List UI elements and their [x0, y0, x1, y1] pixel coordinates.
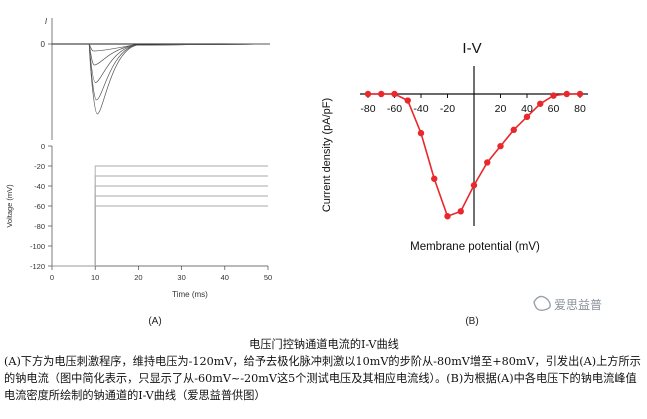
current-trace — [88, 43, 271, 115]
voltage-y-tick-label: -80 — [34, 222, 45, 231]
current-y-tick-label: 0 — [41, 40, 46, 49]
iv-x-tick-label: 40 — [521, 103, 533, 115]
current-ylabel: I — [45, 17, 48, 26]
voltage-protocol-plot: 0 -20 -40 -60 -80 -100 -120 0 10 20 30 40 50 Voltage… — [5, 142, 272, 299]
iv-x-tick-label: -80 — [360, 103, 375, 115]
iv-x-tick-label: 60 — [548, 103, 560, 115]
voltage-y-tick-label: -100 — [30, 242, 45, 251]
figure-caption: 电压门控钠通道电流的I-V曲线 (A)下方为电压刺激程序，维持电压为-120mV… — [4, 336, 644, 404]
iv-data-point — [510, 126, 517, 134]
caption-body: (A)下方为电压刺激程序，维持电压为-120mV，给予去极化脉冲刺激以10mV的… — [4, 355, 641, 402]
time-xlabel: Time (ms) — [172, 290, 208, 299]
watermark-logo-icon — [533, 295, 551, 312]
iv-x-tick-label: -40 — [413, 103, 428, 115]
iv-data-point — [484, 159, 491, 166]
iv-data-point — [417, 129, 425, 137]
iv-data-point — [576, 90, 584, 98]
iv-curve-plot: I-V -80 -60 -40 -20 20 40 60 80 Current density… — [321, 40, 588, 253]
voltage-step-line — [94, 165, 268, 266]
iv-data-point — [378, 90, 385, 98]
iv-x-tick-label: -20 — [440, 103, 455, 115]
voltage-y-tick-label: -120 — [30, 262, 45, 271]
voltage-y-tick-label: -20 — [34, 162, 45, 171]
time-x-tick-label: 20 — [134, 273, 142, 282]
iv-ylabel: Current density (pA/pF) — [321, 98, 333, 212]
iv-title: I-V — [462, 40, 481, 57]
iv-data-point — [497, 142, 504, 150]
voltage-step-line — [94, 175, 268, 266]
current-trace — [88, 43, 271, 101]
voltage-step-line — [94, 195, 268, 266]
iv-x-tick-label: -60 — [387, 103, 402, 115]
iv-data-point — [457, 208, 464, 215]
iv-x-tick-label: 20 — [495, 103, 507, 115]
iv-data-point — [404, 97, 411, 104]
time-x-tick-label: 50 — [264, 273, 272, 282]
time-x-tick-label: 10 — [91, 273, 99, 282]
iv-data-point — [470, 182, 478, 189]
voltage-y-tick-label: -40 — [34, 182, 45, 191]
voltage-step-line — [94, 185, 268, 266]
current-traces-plot: I 0 — [41, 17, 271, 140]
watermark: 爱思益普 — [533, 295, 602, 312]
iv-data-point — [550, 92, 557, 99]
current-trace — [88, 43, 271, 52]
voltage-step-line — [94, 205, 268, 266]
voltage-y-tick-label: -60 — [34, 202, 45, 211]
iv-data-point — [537, 100, 544, 107]
iv-data-point — [364, 90, 372, 98]
figure: I 0 0 -20 -40 -60 -80 -100 -120 0 10 20 30 40 50 Vol… — [5, 17, 602, 327]
iv-data-point — [563, 90, 570, 98]
iv-xlabel: Membrane potential (mV) — [410, 241, 540, 253]
iv-data-point — [523, 113, 531, 121]
current-trace — [88, 43, 271, 66]
time-x-tick-label: 0 — [50, 273, 54, 282]
iv-data-point — [391, 90, 398, 98]
iv-x-tick-label: 80 — [574, 103, 586, 115]
caption-title: 电压门控钠通道电流的I-V曲线 — [249, 338, 399, 351]
voltage-y-tick-label: 0 — [41, 142, 45, 151]
voltage-ylabel: Voltage (mV) — [5, 184, 14, 228]
time-x-tick-label: 40 — [221, 273, 229, 282]
iv-data-point — [444, 213, 451, 220]
panel-a-label: (A) — [148, 316, 161, 327]
time-x-tick-label: 30 — [177, 273, 185, 282]
watermark-text: 爱思益普 — [554, 298, 602, 312]
current-trace — [88, 43, 271, 83]
iv-data-point — [431, 175, 438, 182]
panel-b-label: (B) — [465, 316, 478, 327]
